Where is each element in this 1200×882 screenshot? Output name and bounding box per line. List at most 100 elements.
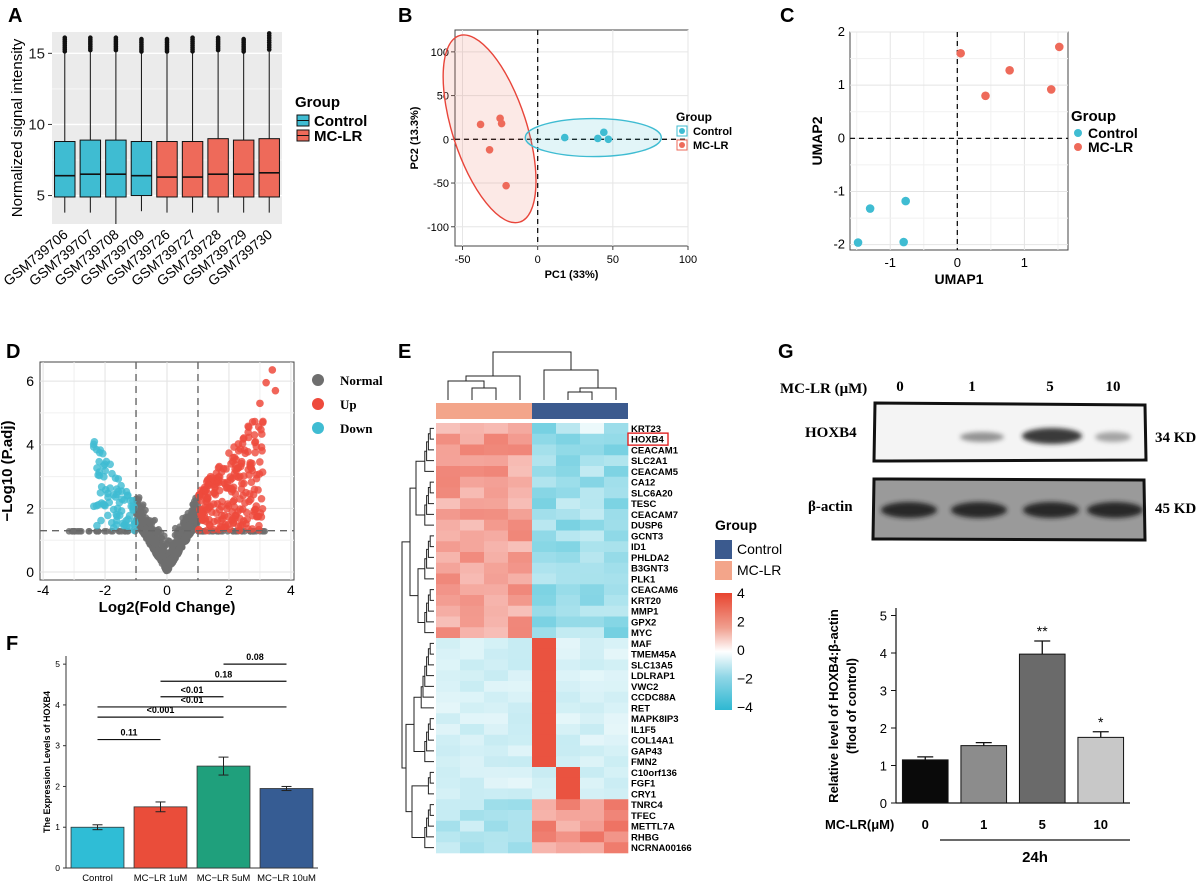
heatmap-cell	[532, 724, 557, 736]
legend-key-dot	[679, 142, 685, 148]
point-up	[202, 477, 211, 486]
x-axis-label: UMAP1	[934, 271, 983, 287]
heatmap-cell	[508, 810, 533, 822]
significance-marker: *	[1098, 714, 1104, 730]
point-down	[106, 484, 114, 492]
heatmap-cell	[604, 455, 629, 467]
row-dendrogram-branch	[401, 541, 410, 769]
box-GSM739727	[181, 141, 204, 198]
point-up	[223, 504, 231, 513]
heatmap-cell	[460, 799, 485, 811]
panel-label-e: E	[398, 341, 411, 363]
point-normal	[93, 528, 101, 535]
point-mc-lr	[1054, 42, 1064, 52]
heatmap-cell	[532, 767, 557, 779]
panel-label-g: G	[778, 341, 794, 363]
heatmap-cell	[436, 466, 461, 478]
point-up	[233, 464, 242, 473]
heatmap-cell	[580, 616, 605, 628]
heatmap-cell	[484, 530, 509, 542]
blot-band	[1023, 502, 1079, 518]
heatmap-cell	[460, 702, 485, 714]
heatmap-cell	[436, 691, 461, 703]
gene-label: GCNT3	[631, 531, 663, 542]
row-dendrogram-branch	[429, 481, 434, 494]
point-down	[112, 485, 121, 493]
heatmap-cell	[604, 820, 629, 832]
heatmap-cell	[556, 562, 581, 574]
ellipse-mc-lr	[442, 34, 537, 224]
heatmap-cell	[556, 767, 581, 779]
heatmap-cell	[460, 423, 485, 435]
x-tick-label: Control	[82, 873, 113, 882]
box-GSM739706	[54, 141, 76, 198]
heatmap-cell	[580, 745, 605, 757]
point-normal	[185, 532, 192, 540]
row-dendrogram-branch	[429, 427, 434, 440]
heatmap-cell	[484, 745, 509, 757]
heatmap-cell	[484, 648, 509, 660]
point-normal	[189, 510, 197, 518]
y-tick-label: 4	[26, 437, 34, 453]
heatmap-cell	[484, 519, 509, 531]
heatmap-cell	[532, 466, 557, 478]
legend-label: MC-LR	[1088, 139, 1133, 155]
heatmap-cell	[460, 777, 485, 789]
heatmap-cell	[484, 831, 509, 843]
point-down	[122, 487, 131, 496]
heatmap-cell	[580, 595, 605, 607]
point-up	[236, 495, 244, 503]
heatmap-cell	[580, 777, 605, 789]
heatmap-cell	[436, 455, 461, 467]
point-normal	[137, 517, 145, 525]
heatmap-cell	[508, 820, 533, 832]
point-up	[225, 449, 233, 457]
point-mc-lr	[502, 181, 510, 190]
gene-label: CCDC88A	[631, 693, 676, 704]
heatmap-cell	[436, 777, 461, 789]
point-mc-lr	[476, 120, 485, 129]
heatmap-cell	[556, 670, 581, 682]
point-up	[255, 470, 264, 478]
legend-key	[715, 561, 732, 580]
point-mc-lr	[956, 48, 965, 58]
point-normal	[188, 517, 195, 524]
heatmap-cell	[436, 638, 461, 650]
bar-2	[196, 765, 251, 869]
point-normal	[136, 504, 144, 512]
heatmap-cell	[532, 820, 557, 832]
gene-label: FGF1	[631, 779, 656, 790]
heatmap-cell	[460, 573, 485, 585]
heatmap-cell	[484, 638, 509, 650]
heatmap-cell	[508, 584, 533, 596]
point-down	[97, 499, 106, 507]
heatmap-cell	[556, 713, 581, 725]
heatmap-cell	[436, 509, 461, 521]
heatmap-cell	[604, 724, 629, 736]
gene-label: GPX2	[631, 617, 656, 628]
heatmap-cell	[556, 831, 581, 843]
heatmap-cell	[484, 509, 509, 521]
heatmap-cell	[556, 648, 581, 660]
color-scale-label: 4	[737, 585, 745, 601]
legend-title: Group	[1071, 108, 1116, 125]
heatmap-cell	[604, 659, 629, 671]
gene-label: TMEM45A	[631, 650, 677, 661]
heatmap-cell	[532, 552, 557, 564]
heatmap-cell	[460, 638, 485, 650]
heatmap-cell	[508, 799, 533, 811]
column-dendrogram-branch	[471, 387, 497, 400]
point-up	[205, 520, 214, 529]
heatmap-cell	[532, 444, 557, 456]
heatmap-cell	[436, 627, 461, 639]
heatmap-cell	[556, 433, 581, 445]
heatmap-cell	[532, 777, 557, 789]
heatmap-cell	[460, 455, 485, 467]
heatmap-cell	[580, 756, 605, 768]
heatmap-cell	[484, 573, 509, 585]
heatmap-cell	[436, 648, 461, 660]
heatmap-cell	[508, 627, 533, 639]
point-control	[600, 128, 608, 137]
heatmap-cell	[484, 616, 509, 628]
